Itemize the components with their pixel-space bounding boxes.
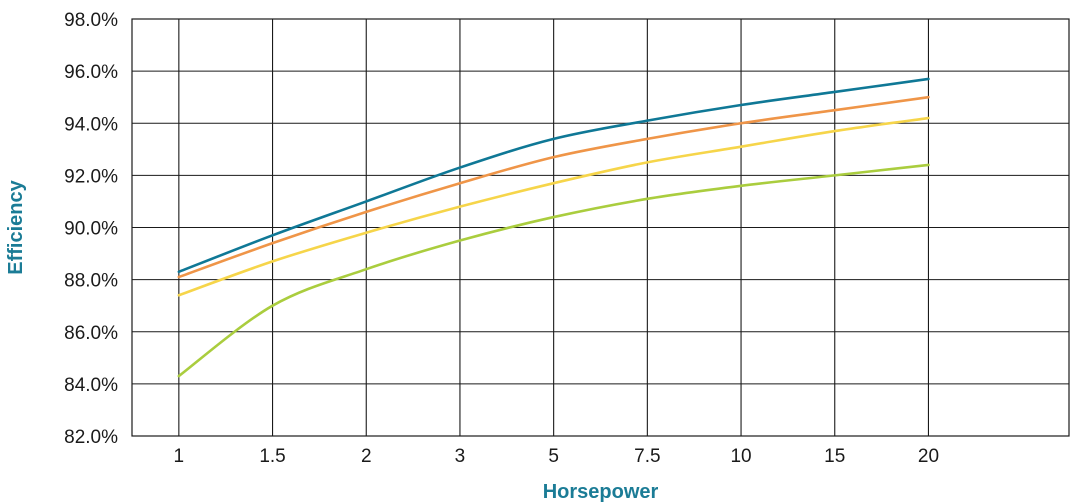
y-tick-label: 90.0% (64, 219, 118, 240)
x-tick-label: 1.5 (259, 446, 285, 467)
y-tick-label: 94.0% (64, 114, 118, 135)
y-axis-title: Efficiency (5, 179, 27, 274)
y-tick-label: 88.0% (64, 271, 118, 292)
y-tick-label: 92.0% (64, 166, 118, 187)
x-tick-label: 15 (824, 446, 845, 467)
series-line-3 (177, 116, 930, 297)
x-tick-label: 3 (455, 446, 466, 467)
grid (131, 18, 1070, 437)
series-group (177, 77, 930, 378)
x-tick-label: 10 (730, 446, 751, 467)
y-tick-label: 82.0% (64, 427, 118, 448)
x-axis-ticks: 1 1.5 2 3 5 7.5 10 15 20 (174, 446, 939, 467)
y-axis-ticks: 82.0% 84.0% 86.0% 88.0% 90.0% 92.0% 94.0% 96.0%… (64, 10, 118, 448)
x-axis-title: Horsepower (543, 481, 659, 503)
series-line-1 (177, 77, 930, 274)
y-tick-label: 84.0% (64, 375, 118, 396)
x-tick-label: 20 (918, 446, 939, 467)
x-tick-label: 5 (548, 446, 559, 467)
y-tick-label: 86.0% (64, 323, 118, 344)
x-tick-label: 1 (174, 446, 185, 467)
series-line-4 (177, 163, 930, 378)
y-tick-label: 96.0% (64, 62, 118, 83)
x-tick-label: 2 (361, 446, 372, 467)
x-tick-label: 7.5 (634, 446, 660, 467)
y-tick-label: 98.0% (64, 10, 118, 31)
series-line-2 (177, 95, 930, 279)
